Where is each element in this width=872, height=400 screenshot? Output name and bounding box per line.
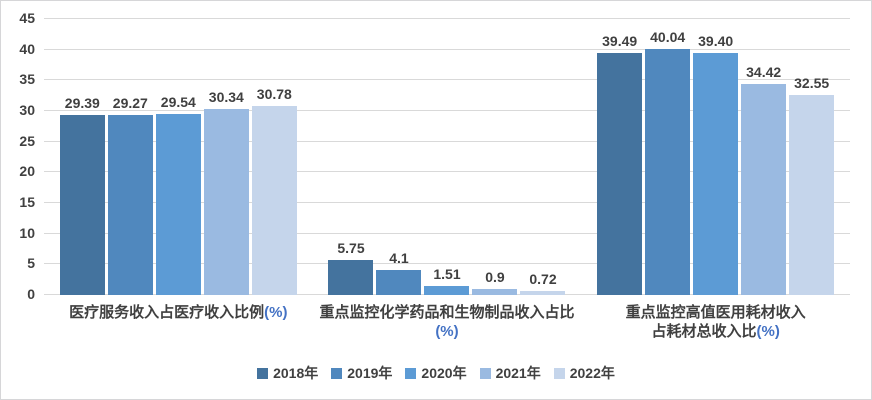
legend-item: 2021年 — [479, 363, 541, 383]
bar-value-label: 29.54 — [160, 93, 196, 110]
bar-2022年: 32.55 — [789, 75, 835, 295]
bar-value-label: 0.72 — [529, 270, 557, 287]
y-axis-tick-label: 40 — [19, 40, 35, 57]
bar-2021年: 34.42 — [741, 64, 787, 295]
legend-item: 2019年 — [331, 363, 392, 383]
bar-group: 39.49 40.04 39.40 34.42 32.55 — [581, 19, 850, 295]
legend-swatch — [479, 367, 491, 379]
bar-2020年: 1.51 — [424, 266, 470, 295]
gridline — [44, 48, 850, 50]
gridline — [44, 140, 850, 142]
bar-value-label: 0.9 — [485, 269, 505, 286]
category-label: 医疗服务收入占医疗收入比例(%) — [44, 303, 313, 322]
category-label: 重点监控高值医用耗材收入占耗材总收入比(%) — [581, 303, 850, 341]
legend-item: 2022年 — [553, 363, 615, 383]
y-axis-tick-label: 30 — [19, 102, 35, 118]
gridline — [44, 171, 850, 173]
bar-2019年: 4.1 — [376, 250, 422, 295]
bar-2020年: 39.40 — [693, 33, 739, 295]
bar-2019年: 29.27 — [107, 95, 153, 295]
bar-value-label: 39.40 — [698, 33, 734, 50]
y-axis-tick-label: 0 — [27, 286, 35, 302]
bar-value-label: 29.27 — [112, 95, 148, 112]
bar-2020年: 29.54 — [155, 94, 201, 295]
bar-value-label: 1.51 — [433, 265, 461, 282]
bar-2018年: 5.75 — [328, 240, 374, 295]
y-axis-tick-label: 15 — [19, 194, 35, 210]
gridline — [44, 79, 850, 81]
legend-item-label: 2020年 — [421, 365, 467, 381]
bar-value-label: 5.75 — [337, 239, 365, 256]
category-label-text: 占耗材总收入比 — [651, 323, 757, 340]
bar-value-label: 30.34 — [208, 88, 244, 105]
plot-area: 29.39 29.27 29.54 30.34 30.78 5.75 4.1 1.51 0.9 0… — [44, 18, 850, 295]
bar-value-label: 4.1 — [389, 249, 409, 266]
category-label-text: 重点监控高值医用耗材收入 — [625, 304, 806, 321]
category-label-unit: (%) — [264, 304, 288, 321]
bar-2018年: 29.39 — [59, 95, 105, 295]
bar-value-label: 34.42 — [746, 63, 782, 80]
legend-item-label: 2019年 — [347, 365, 393, 381]
bar-group: 29.39 29.27 29.54 30.34 30.78 — [44, 19, 313, 295]
y-axis-tick-label: 5 — [27, 255, 35, 272]
category-label-unit: (%) — [435, 323, 459, 340]
bar-2021年: 0.9 — [472, 269, 518, 295]
gridline — [44, 232, 850, 234]
legend-item: 2018年 — [257, 363, 318, 383]
y-axis-tick-label: 25 — [19, 132, 35, 149]
bar-value-label: 39.49 — [602, 32, 638, 49]
bar-value-label: 32.55 — [794, 75, 830, 92]
bar-value-label: 30.78 — [256, 86, 292, 103]
gridline — [44, 110, 850, 111]
bar-2021年: 30.34 — [203, 89, 249, 295]
legend-swatch — [331, 367, 343, 379]
bar-2022年: 30.78 — [251, 86, 297, 295]
gridline — [44, 202, 850, 203]
bar-group: 5.75 4.1 1.51 0.9 0.72 — [313, 19, 582, 295]
bar-2018年: 39.49 — [597, 33, 643, 295]
y-axis-tick-label: 35 — [19, 71, 35, 88]
category-label-unit: (%) — [756, 323, 780, 340]
gridline — [44, 18, 850, 19]
category-label: 重点监控化学药品和生物制品收入占比 (%) — [313, 303, 582, 341]
legend-item-label: 2022年 — [569, 365, 615, 381]
bar-value-label: 29.39 — [64, 94, 100, 111]
y-axis-tick-label: 20 — [19, 163, 35, 180]
y-axis-tick-label: 45 — [19, 10, 35, 26]
category-label-text: 重点监控化学药品和生物制品收入占比 — [319, 304, 575, 321]
legend-item: 2020年 — [405, 363, 467, 383]
bar-2019年: 40.04 — [645, 29, 691, 295]
y-axis-tick-label: 10 — [19, 224, 35, 241]
gridline — [44, 263, 850, 265]
legend-item-label: 2018年 — [273, 365, 319, 381]
legend-swatch — [405, 367, 417, 379]
legend-item-label: 2021年 — [495, 365, 541, 381]
legend-swatch — [257, 367, 269, 379]
bar-2022年: 0.72 — [520, 271, 566, 295]
bar-value-label: 40.04 — [650, 29, 686, 46]
legend: 2018年 2019年 2020年 2021年 2022年 — [1, 363, 871, 383]
category-label-text: 医疗服务收入占医疗收入比例 — [69, 304, 265, 321]
legend-swatch — [553, 367, 565, 379]
